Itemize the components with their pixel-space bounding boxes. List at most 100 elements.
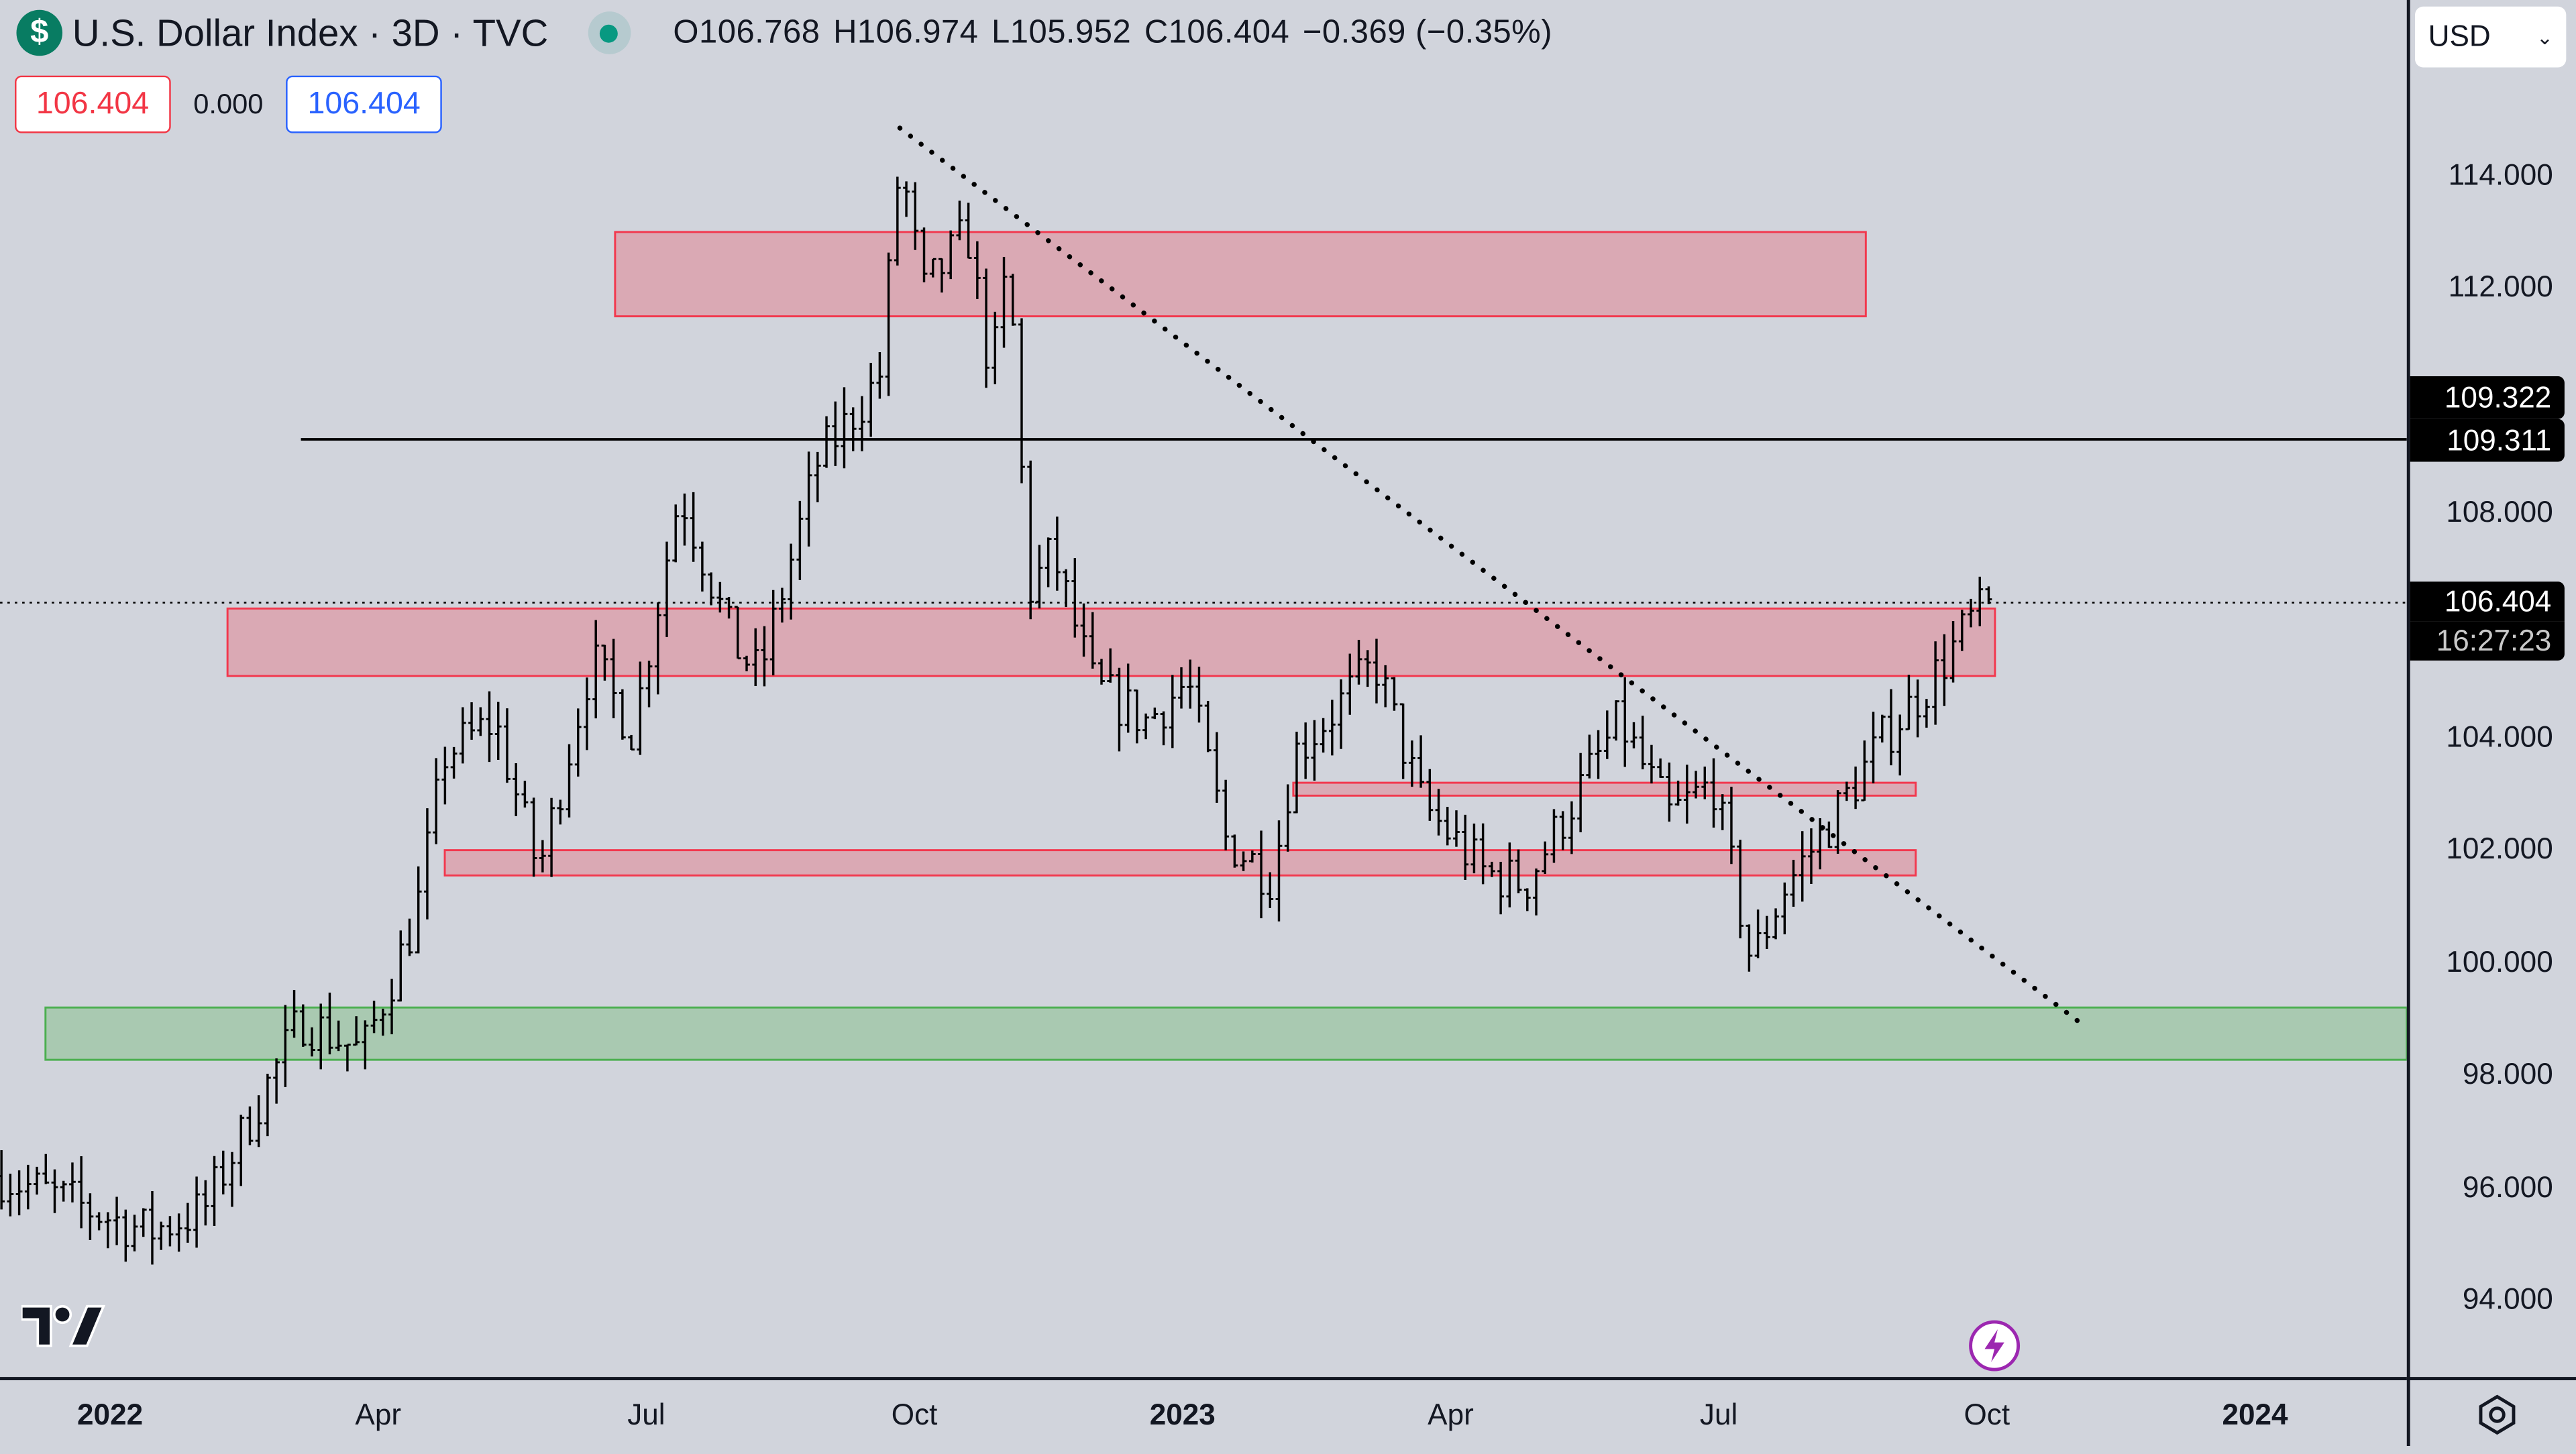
ohlc-bar <box>743 655 750 671</box>
ohlc-bar <box>1630 722 1638 748</box>
ohlc-bar <box>894 176 901 266</box>
ohlc-bar <box>681 493 688 546</box>
currency-select[interactable]: USD ⌄ <box>2415 6 2567 68</box>
buy-button[interactable]: 106.404 <box>286 75 442 133</box>
price-chart[interactable] <box>0 0 2407 1377</box>
sell-button[interactable]: 106.404 <box>15 75 170 133</box>
last-price-label: 106.404 <box>2410 581 2565 622</box>
ohlc-bar <box>140 1208 147 1237</box>
ohlc-bar <box>663 541 670 637</box>
symbol-title[interactable]: U.S. Dollar Index · 3D · TVC <box>72 10 549 54</box>
ohlc-bar <box>1710 758 1717 828</box>
tradingview-logo <box>21 1304 106 1347</box>
ohlc-bar <box>1905 674 1913 730</box>
chevron-down-icon: ⌄ <box>2536 25 2553 49</box>
ohlc-bar <box>574 708 582 777</box>
ohlc-bar <box>1346 653 1354 715</box>
ohlc-bar <box>1914 679 1921 738</box>
ohlc-bar <box>1178 667 1185 709</box>
ohlc-bar <box>1107 648 1114 683</box>
ohlc-bar <box>158 1221 165 1250</box>
price-tick: 114.000 <box>2448 158 2553 192</box>
ohlc-bar <box>1976 576 1984 626</box>
ohlc-bar <box>104 1212 111 1249</box>
ohlc-bar <box>184 1203 191 1243</box>
ohlc-bar <box>530 797 537 877</box>
ohlc-bar <box>956 201 963 241</box>
ohlc-bar <box>1577 752 1585 833</box>
ohlc-bar <box>1506 842 1513 908</box>
ohlc-bar <box>1133 689 1140 744</box>
lightning-icon[interactable] <box>1968 1319 2021 1372</box>
ohlc-bar <box>912 182 919 250</box>
price-axis[interactable]: 114.000 112.000 108.000 104.000 102.000 100.0… <box>2406 0 2576 1378</box>
ohlc-bar <box>273 1058 280 1104</box>
green-zone <box>44 1006 2407 1061</box>
ohlc-bar <box>51 1169 58 1213</box>
ohlc-bar <box>87 1193 94 1240</box>
ohlc-bar <box>1435 789 1442 836</box>
ohlc-bar <box>202 1180 209 1226</box>
ohlc-bar <box>832 401 839 466</box>
ohlc-bar <box>637 661 644 755</box>
ohlc-bar <box>166 1216 174 1247</box>
ohlc-bar <box>24 1164 32 1210</box>
ohlc-bar <box>1444 807 1451 846</box>
ohlc-bar <box>1878 714 1886 743</box>
ohlc-bar <box>1523 888 1531 911</box>
ohlc-bar <box>725 597 733 619</box>
ohlc-bar <box>1044 537 1052 588</box>
ohlc-bar <box>947 230 955 280</box>
ohlc-bar <box>397 930 405 1002</box>
ohlc-bar <box>0 1150 5 1210</box>
ohlc-bar <box>299 1004 307 1047</box>
ohlc-bar <box>1888 689 1894 766</box>
ohlc-bar <box>494 702 502 760</box>
ohlc-bar <box>1932 641 1939 725</box>
ohlc-bar <box>60 1180 67 1202</box>
ohlc-bar <box>1275 820 1283 921</box>
ohlc-bar <box>761 626 768 687</box>
ohlc-bar <box>1728 787 1735 864</box>
ohlc-bar <box>1204 700 1212 752</box>
ohlc-bar <box>415 866 422 954</box>
ohlc-bar <box>690 492 697 562</box>
price-tick: 102.000 <box>2446 832 2553 866</box>
ohlc-bar <box>1754 909 1762 958</box>
ohlc-bar <box>335 1020 342 1052</box>
ohlc-bar <box>1701 767 1709 799</box>
ohlc-bar <box>246 1106 254 1145</box>
ohlc-bar <box>1302 722 1309 779</box>
ohlc-bar <box>991 311 999 384</box>
ohlc-bar <box>1968 598 1974 628</box>
ohlc-bar <box>1958 610 1966 651</box>
ohlc-bar <box>1843 781 1850 801</box>
red-zone <box>614 231 1867 318</box>
ohlc-bar <box>548 797 555 877</box>
ohlc-bar <box>1470 823 1478 874</box>
ohlc-bar <box>424 808 431 919</box>
ohlc-bar <box>309 1027 315 1057</box>
ohlc-bar <box>513 763 520 816</box>
ohlc-bar <box>1595 730 1602 779</box>
time-label: Apr <box>355 1398 402 1431</box>
ohlc-bar <box>1453 810 1460 847</box>
open-value: O106.768 <box>673 13 820 50</box>
ohlc-bar <box>769 590 777 676</box>
ohlc-bar <box>1870 712 1877 783</box>
ohlc-bar <box>1222 779 1230 850</box>
ohlc-bar <box>1053 516 1061 591</box>
ohlc-bar <box>326 993 333 1055</box>
ohlc-bar <box>876 352 883 399</box>
ohlc-bar <box>1559 811 1566 850</box>
ohlc-bar <box>1399 703 1407 779</box>
ohlc-bar <box>1214 732 1220 803</box>
time-axis[interactable]: 2022 Apr Jul Oct 2023 Apr Jul Oct 2024 <box>0 1377 2407 1449</box>
ohlc-bar <box>1533 869 1540 916</box>
ohlc-bar <box>370 1001 378 1033</box>
high-value: H106.974 <box>833 13 979 50</box>
ohlc-bar <box>779 588 786 623</box>
market-status-icon[interactable] <box>588 11 631 54</box>
axis-settings-button[interactable] <box>2406 1377 2576 1446</box>
